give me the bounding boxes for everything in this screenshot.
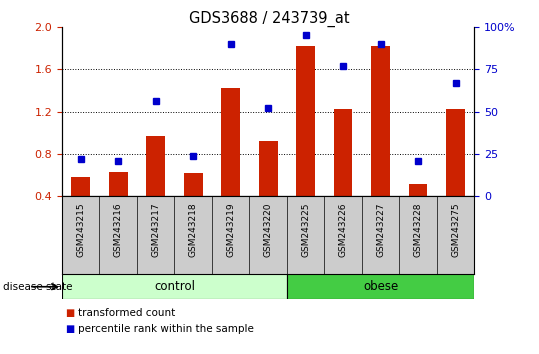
Bar: [371, 46, 390, 196]
Text: GSM243228: GSM243228: [413, 203, 423, 257]
Bar: [409, 184, 427, 196]
Text: GDS3688 / 243739_at: GDS3688 / 243739_at: [189, 11, 350, 27]
Text: control: control: [154, 280, 195, 293]
Text: disease state: disease state: [3, 282, 72, 292]
Text: GSM243226: GSM243226: [338, 203, 348, 257]
Bar: [62, 274, 287, 299]
Text: ■: ■: [65, 308, 74, 318]
Text: ■: ■: [65, 324, 74, 334]
Text: GSM243218: GSM243218: [189, 203, 198, 257]
Text: GSM243216: GSM243216: [114, 203, 123, 257]
Bar: [334, 109, 353, 196]
Bar: [287, 274, 474, 299]
Text: GSM243215: GSM243215: [76, 203, 85, 257]
Bar: [146, 136, 165, 196]
Text: GSM243219: GSM243219: [226, 203, 235, 257]
Bar: [446, 109, 465, 196]
Text: transformed count: transformed count: [78, 308, 175, 318]
Text: obese: obese: [363, 280, 398, 293]
Bar: [222, 88, 240, 196]
Text: GSM243220: GSM243220: [264, 203, 273, 257]
Text: percentile rank within the sample: percentile rank within the sample: [78, 324, 254, 334]
Bar: [71, 177, 90, 196]
Text: GSM243217: GSM243217: [151, 203, 160, 257]
Bar: [296, 46, 315, 196]
Text: GSM243225: GSM243225: [301, 203, 310, 257]
Bar: [259, 141, 278, 196]
Bar: [184, 173, 203, 196]
Bar: [109, 172, 128, 196]
Text: GSM243275: GSM243275: [451, 203, 460, 257]
Text: GSM243227: GSM243227: [376, 203, 385, 257]
